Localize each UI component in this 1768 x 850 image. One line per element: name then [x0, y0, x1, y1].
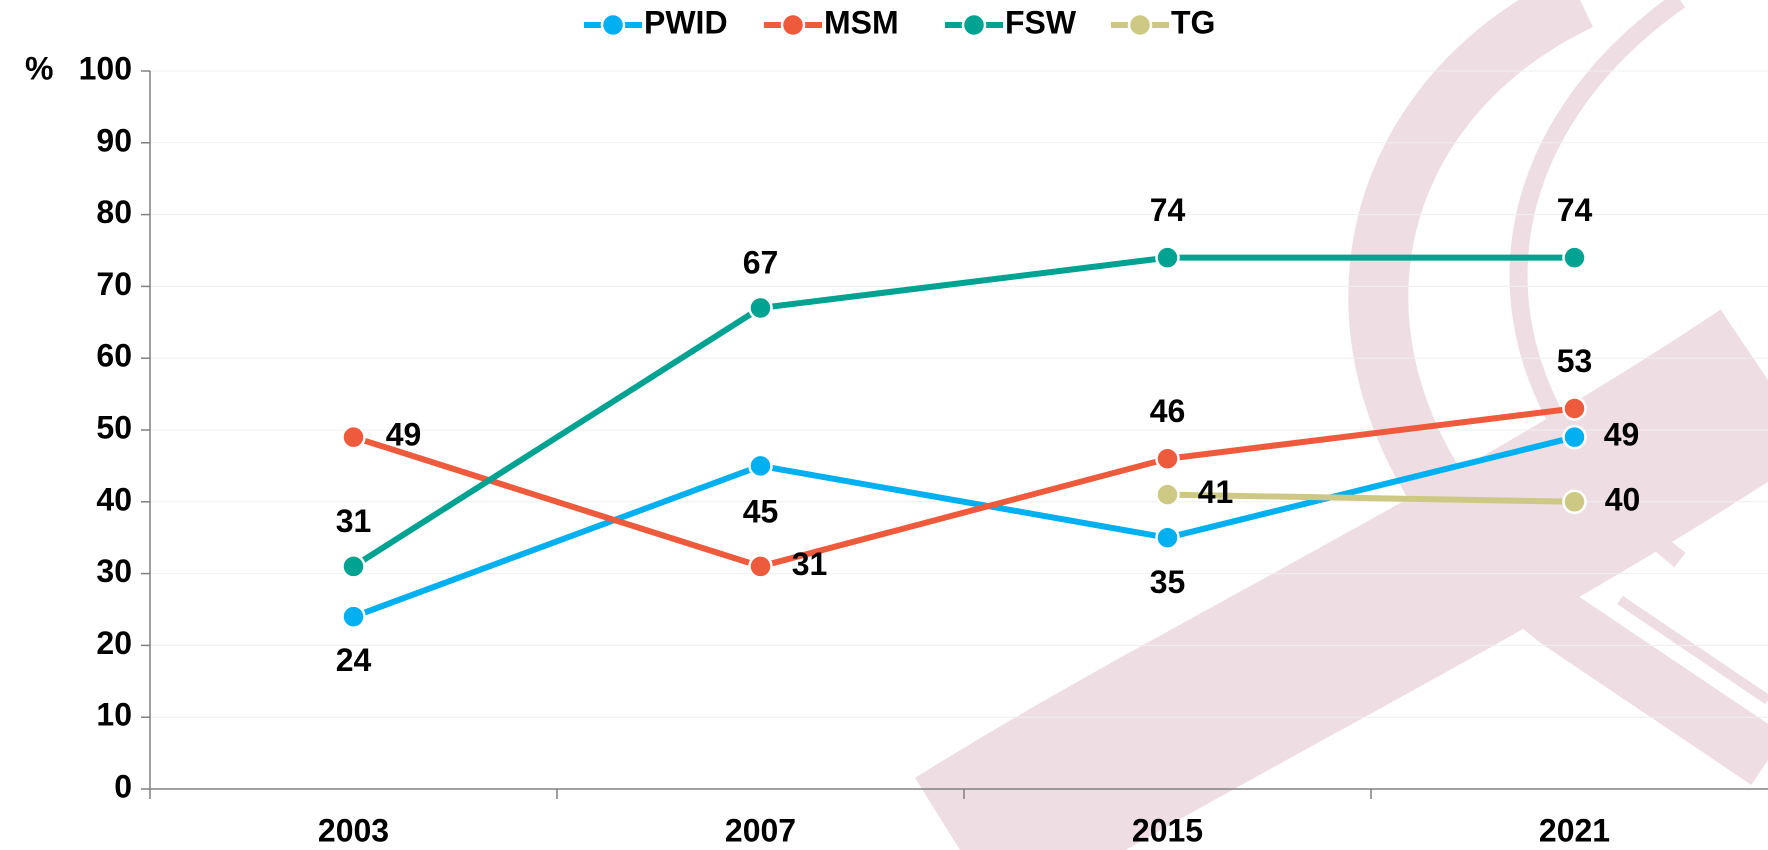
data-point — [1157, 527, 1179, 549]
data-label: 40 — [1605, 481, 1641, 517]
data-point — [343, 555, 365, 577]
data-label: 45 — [743, 493, 779, 529]
data-label: 67 — [743, 244, 779, 280]
x-tick-label: 2015 — [1132, 812, 1203, 848]
data-label: 49 — [1604, 417, 1640, 453]
data-point — [343, 426, 365, 448]
y-tick-label: 60 — [96, 338, 132, 374]
data-point — [1157, 484, 1179, 506]
y-tick-label: 10 — [96, 697, 132, 733]
legend-label: TG — [1171, 4, 1215, 40]
y-tick-label: 30 — [96, 553, 132, 589]
data-point — [750, 555, 772, 577]
data-label: 31 — [792, 546, 828, 582]
data-point — [1564, 491, 1586, 513]
y-tick-label: 0 — [114, 768, 132, 804]
data-label: 35 — [1150, 564, 1186, 600]
legend-item: FSW — [945, 4, 1077, 40]
legend-label: MSM — [824, 4, 899, 40]
data-label: 49 — [386, 417, 422, 453]
legend-item: PWID — [584, 4, 728, 40]
data-point — [1157, 247, 1179, 269]
data-label: 31 — [336, 503, 372, 539]
x-tick-label: 2021 — [1539, 812, 1610, 848]
legend-marker — [602, 14, 624, 36]
data-label: 53 — [1557, 343, 1593, 379]
data-point — [343, 606, 365, 628]
data-label: 41 — [1198, 474, 1234, 510]
data-point — [750, 455, 772, 477]
chart: % 0 10 20 30 40 50 60 70 80 90 100 2003 2007 2015 2021… — [0, 0, 1768, 850]
legend-label: PWID — [644, 4, 728, 40]
legend-marker — [782, 14, 804, 36]
y-tick-label: 50 — [96, 409, 132, 445]
data-point — [1564, 247, 1586, 269]
y-tick-label: 20 — [96, 625, 132, 661]
x-tick-label: 2003 — [318, 812, 389, 848]
data-label: 24 — [336, 642, 372, 678]
legend-marker — [963, 14, 985, 36]
data-point — [1564, 426, 1586, 448]
y-tick-label: 70 — [96, 266, 132, 302]
y-tick-label: 80 — [96, 194, 132, 230]
data-point — [1157, 448, 1179, 470]
legend-label: FSW — [1005, 4, 1077, 40]
data-label: 74 — [1150, 192, 1186, 228]
legend-item: TG — [1111, 4, 1215, 40]
data-label: 46 — [1150, 393, 1186, 429]
data-point — [1564, 397, 1586, 419]
x-tick-label: 2007 — [725, 812, 796, 848]
y-tick-label: 40 — [96, 481, 132, 517]
y-axis-label: % — [25, 50, 53, 86]
legend-marker — [1129, 14, 1151, 36]
y-tick-label: 100 — [79, 50, 132, 86]
legend-item: MSM — [764, 4, 899, 40]
data-point — [750, 297, 772, 319]
ribbon-background — [960, 0, 1768, 850]
data-label: 74 — [1557, 192, 1593, 228]
y-tick-label: 90 — [96, 122, 132, 158]
